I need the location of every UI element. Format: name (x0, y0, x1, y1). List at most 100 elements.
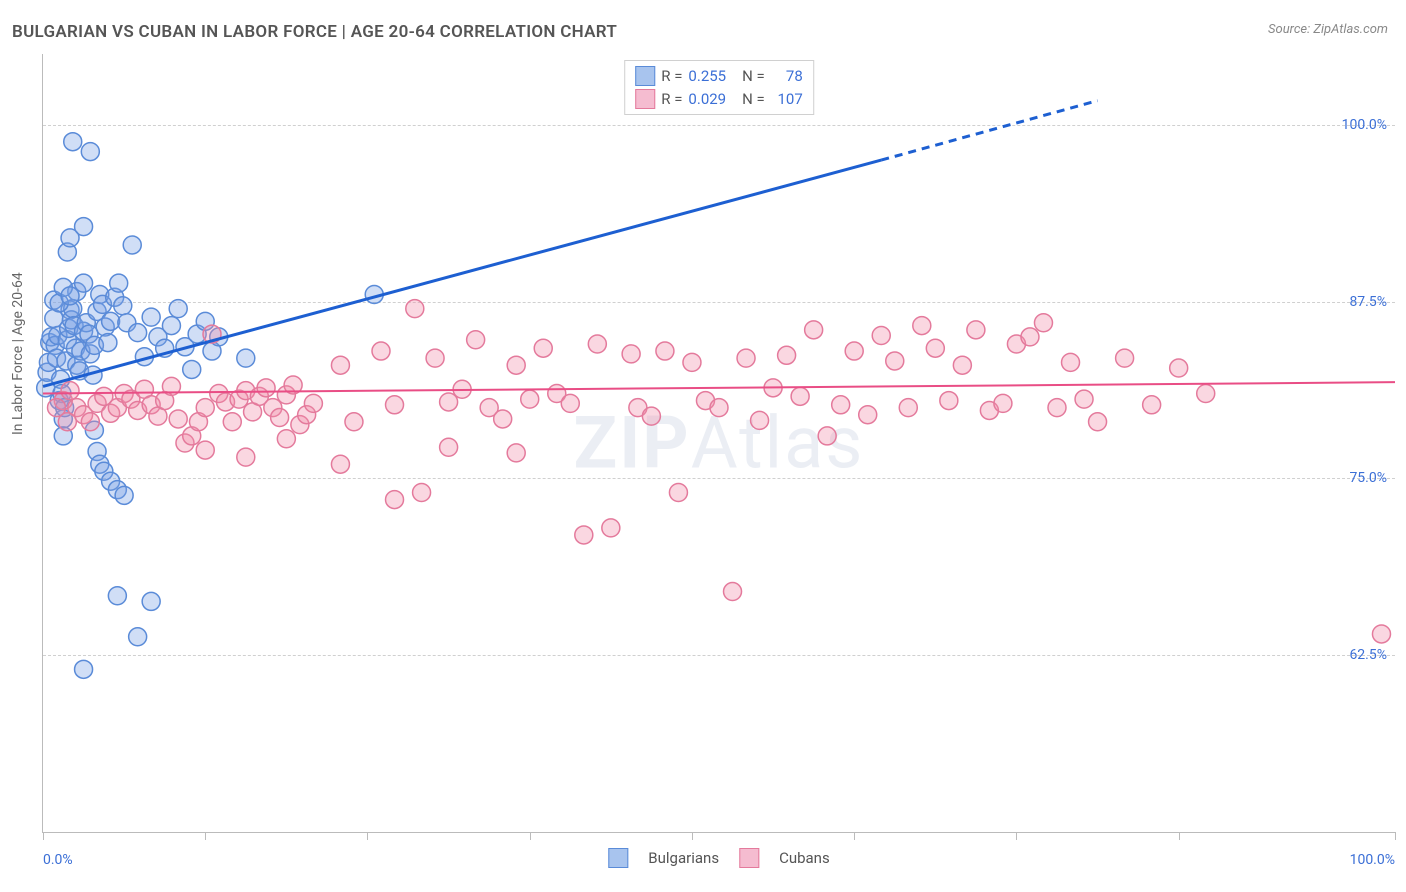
data-point (102, 312, 120, 330)
x-tick (1395, 832, 1396, 840)
x-tick (854, 832, 855, 840)
data-point (142, 592, 160, 610)
data-point (832, 396, 850, 414)
data-point (114, 297, 132, 315)
data-point (257, 379, 275, 397)
data-point (710, 399, 728, 417)
data-point (99, 334, 117, 352)
data-point (1021, 328, 1039, 346)
x-tick (43, 832, 44, 840)
data-point (899, 399, 917, 417)
data-point (805, 321, 823, 339)
chart-title: BULGARIAN VS CUBAN IN LABOR FORCE | AGE … (12, 22, 617, 42)
data-point (845, 342, 863, 360)
data-point (494, 410, 512, 428)
data-point (304, 394, 322, 412)
n-label: N = (742, 88, 765, 111)
data-point (967, 321, 985, 339)
data-point (507, 356, 525, 374)
swatch-cubans (739, 848, 759, 868)
n-value-cubans: 107 (771, 88, 803, 111)
data-point (237, 349, 255, 367)
data-point (277, 430, 295, 448)
data-point (169, 300, 187, 318)
data-point (75, 218, 93, 236)
trendline (43, 160, 881, 386)
data-point (507, 444, 525, 462)
data-point (1170, 359, 1188, 377)
swatch-cubans (635, 89, 655, 109)
x-tick (1179, 832, 1180, 840)
data-point (386, 491, 404, 509)
data-point (724, 583, 742, 601)
data-point (737, 349, 755, 367)
n-value-bulgarians: 78 (771, 65, 803, 88)
legend-row-cubans: R = 0.029 N = 107 (635, 88, 803, 111)
swatch-bulgarians (608, 848, 628, 868)
data-point (588, 335, 606, 353)
data-point (926, 339, 944, 357)
data-point (129, 324, 147, 342)
y-axis-label: In Labor Force | Age 20-64 (10, 272, 26, 435)
data-point (81, 143, 99, 161)
data-point (656, 342, 674, 360)
data-point (345, 413, 363, 431)
data-point (271, 409, 289, 427)
data-point (642, 407, 660, 425)
data-point (953, 356, 971, 374)
data-point (115, 486, 133, 504)
n-label: N = (742, 65, 765, 88)
data-point (669, 484, 687, 502)
data-point (81, 413, 99, 431)
data-point (372, 342, 390, 360)
data-point (791, 387, 809, 405)
data-point (1075, 390, 1093, 408)
legend-correlation: R = 0.255 N = 78 R = 0.029 N = 107 (624, 60, 814, 115)
data-point (110, 274, 128, 292)
data-point (61, 382, 79, 400)
data-point (123, 236, 141, 254)
data-point (1034, 314, 1052, 332)
data-point (58, 413, 76, 431)
x-tick (1016, 832, 1017, 840)
data-point (237, 448, 255, 466)
x-tick (205, 832, 206, 840)
data-point (622, 345, 640, 363)
data-point (467, 331, 485, 349)
data-point (1116, 349, 1134, 367)
data-point (162, 317, 180, 335)
data-point (129, 628, 147, 646)
data-point (406, 300, 424, 318)
data-point (1089, 413, 1107, 431)
legend-label-bulgarians: Bulgarians (648, 849, 719, 867)
data-point (196, 399, 214, 417)
r-label: R = (661, 88, 682, 111)
data-point (413, 484, 431, 502)
data-point (561, 394, 579, 412)
data-point (331, 455, 349, 473)
x-axis-max-label: 100.0% (1350, 852, 1395, 868)
data-point (778, 346, 796, 364)
plot-area: ZIPAtlas 62.5%75.0%87.5%100.0% R = 0.255… (42, 54, 1395, 833)
trendline-dashed (881, 101, 1097, 160)
data-point (64, 133, 82, 151)
x-tick (367, 832, 368, 840)
x-tick (530, 832, 531, 840)
legend-series: Bulgarians Cubans (608, 848, 829, 868)
data-point (1143, 396, 1161, 414)
data-point (859, 406, 877, 424)
data-point (169, 410, 187, 428)
data-point (602, 519, 620, 537)
source-attribution: Source: ZipAtlas.com (1268, 22, 1388, 37)
r-value-bulgarians: 0.255 (688, 65, 726, 88)
data-point (886, 352, 904, 370)
data-point (1372, 625, 1390, 643)
r-label: R = (661, 65, 682, 88)
data-point (1048, 399, 1066, 417)
r-value-cubans: 0.029 (688, 88, 726, 111)
legend-row-bulgarians: R = 0.255 N = 78 (635, 65, 803, 88)
data-point (994, 394, 1012, 412)
legend-label-cubans: Cubans (779, 849, 830, 867)
chart-container: BULGARIAN VS CUBAN IN LABOR FORCE | AGE … (0, 0, 1406, 892)
data-point (223, 413, 241, 431)
